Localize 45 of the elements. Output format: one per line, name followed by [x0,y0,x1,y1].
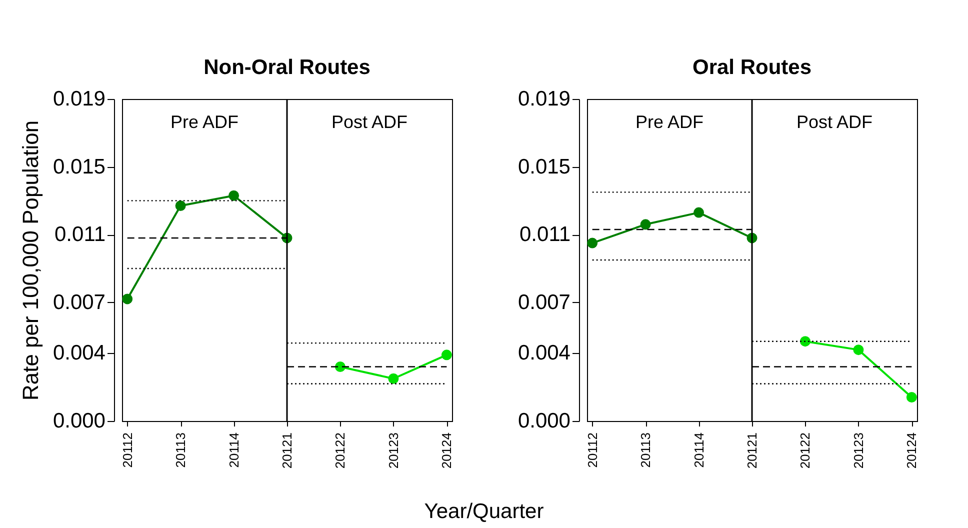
point [853,344,864,356]
annotation: Pre ADF [635,112,704,132]
y-tick-label: 0.000 [518,410,570,432]
x-tick-label: 20122 [798,432,813,469]
y-tick-label: 0.004 [518,342,571,365]
x-tick-label: 20124 [439,432,454,469]
x-tick-label: 20113 [173,432,188,468]
point [640,219,651,230]
x-tick-label: 20124 [904,432,920,469]
y-tick-label: 0.000 [52,410,106,432]
x-tick-label: 20112 [584,432,600,468]
point [906,392,917,403]
point [441,350,452,360]
point [800,336,810,347]
annotation: Post ADF [796,112,873,132]
chart-title: Non-Oral Routes [204,56,370,79]
y-tick-label: 0.015 [518,155,570,178]
chart-title: Oral Routes [692,56,812,79]
point [175,200,186,211]
y-tick-label: 0.011 [520,223,570,246]
y-tick-label: 0.015 [52,155,106,178]
point [587,238,598,248]
y-tick-label: 0.011 [54,223,106,246]
x-tick-label: 20112 [120,432,135,468]
x-tick-label: 20121 [744,432,760,469]
y-tick-label: 0.019 [518,88,570,110]
x-tick-label: 20114 [691,432,706,468]
annotation: Post ADF [331,112,408,132]
x-tick-label: 20123 [386,432,401,469]
y-tick-label: 0.004 [52,342,106,365]
y-tick-label: 0.019 [52,88,106,110]
point [388,373,399,384]
x-tick-label: 20122 [332,432,348,469]
point [228,190,240,201]
annotation: Pre ADF [170,112,239,132]
x-tick-label: 20114 [226,432,242,468]
y-tick-label: 0.007 [518,290,570,314]
y-axis-title: Rate per 100,000 Population [18,120,43,401]
y-tick-label: 0.007 [52,290,106,314]
point [694,207,704,218]
x-tick-label: 20113 [638,432,654,468]
x-axis-title: Year/Quarter [423,500,545,524]
x-tick-label: 20121 [280,432,294,469]
point [122,294,133,304]
x-tick-label: 20123 [850,432,866,469]
